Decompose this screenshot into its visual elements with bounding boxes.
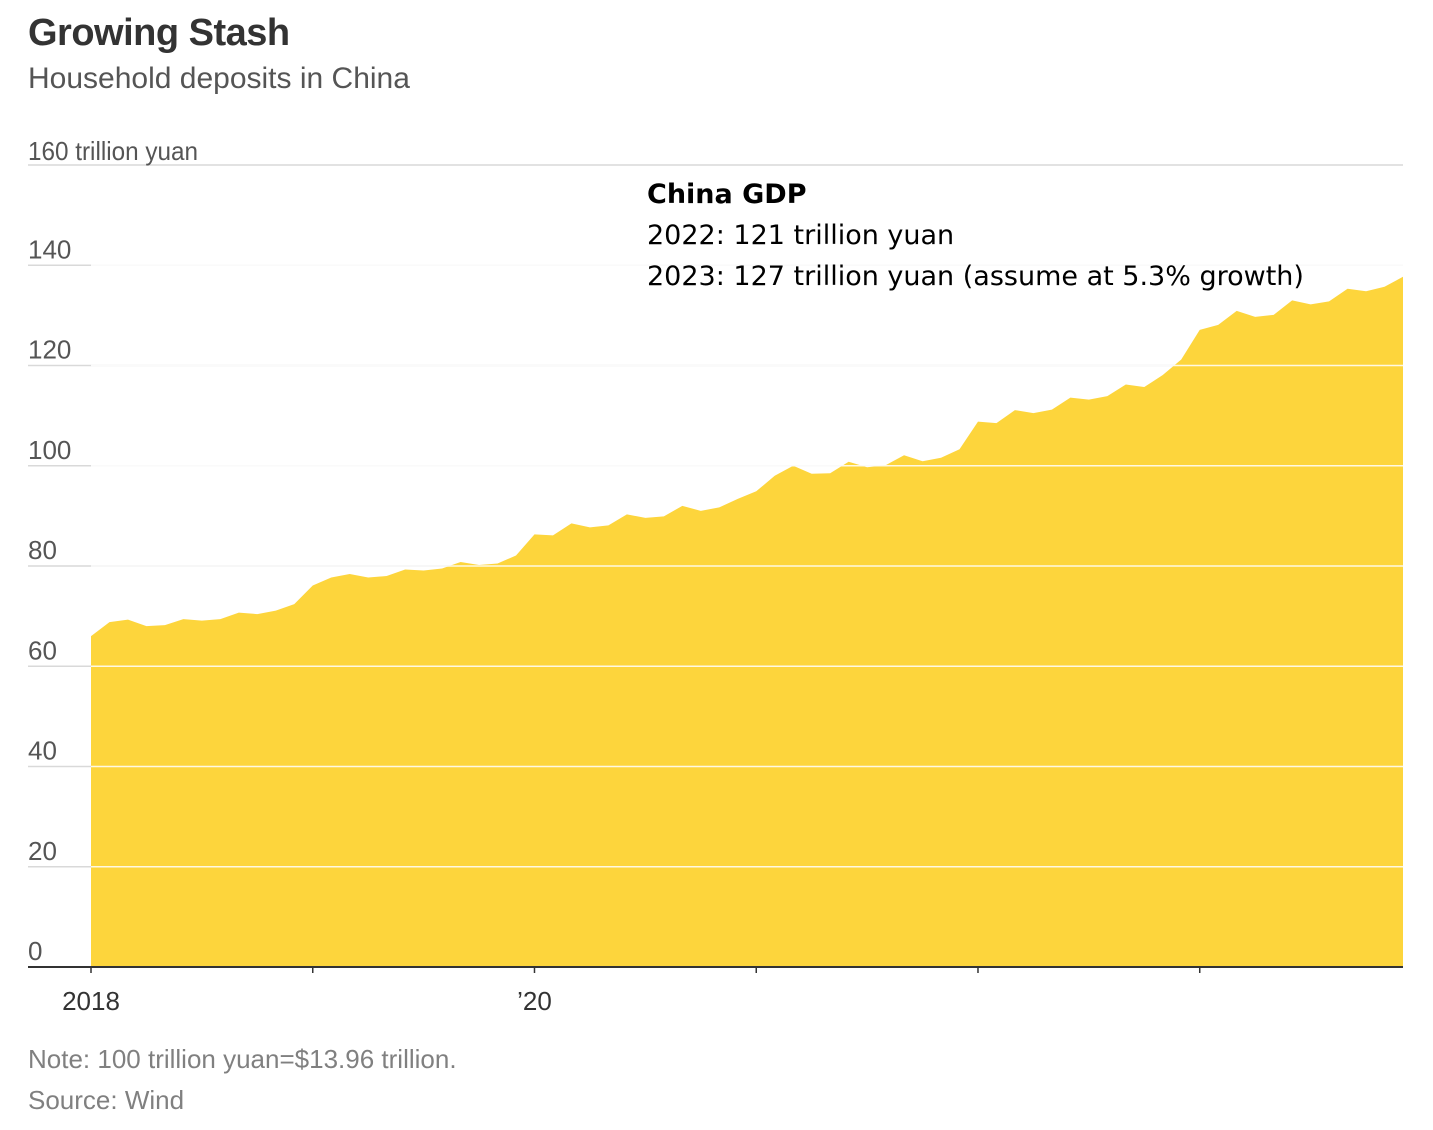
tick-labels: 160 trillion yuan 0 20 40 60 80 100 120 140 2018 ’… xyxy=(28,136,552,1016)
y-tick-label: 140 xyxy=(28,234,71,264)
gdp-annotation: China GDP 2022: 121 trillion yuan 2023: … xyxy=(647,174,1304,297)
y-tick-label: 0 xyxy=(28,936,42,966)
annotation-heading: China GDP xyxy=(647,179,807,210)
y-tick-label: 100 xyxy=(28,435,71,465)
area-layer xyxy=(91,264,1403,967)
annotation-line-2022: 2022: 121 trillion yuan xyxy=(647,220,955,251)
y-tick-label: 60 xyxy=(28,635,57,665)
x-tick-label: ’20 xyxy=(517,986,552,1016)
y-tick-label: 20 xyxy=(28,836,57,866)
chart-subtitle: Household deposits in China xyxy=(28,62,410,95)
y-tick-label: 120 xyxy=(28,335,71,365)
annotation-line-2023: 2023: 127 trillion yuan (assume at 5.3% … xyxy=(647,261,1304,292)
chart-title: Growing Stash xyxy=(28,12,290,54)
y-unit-label: 160 trillion yuan xyxy=(28,136,198,166)
deposits-area xyxy=(91,276,1403,967)
y-tick-label: 40 xyxy=(28,736,57,766)
footer-source: Source: Wind xyxy=(28,1085,185,1115)
x-tick-label: 2018 xyxy=(62,986,120,1016)
footer-note: Note: 100 trillion yuan=$13.96 trillion. xyxy=(28,1044,457,1074)
y-tick-label: 80 xyxy=(28,535,57,565)
axes xyxy=(28,966,1403,973)
